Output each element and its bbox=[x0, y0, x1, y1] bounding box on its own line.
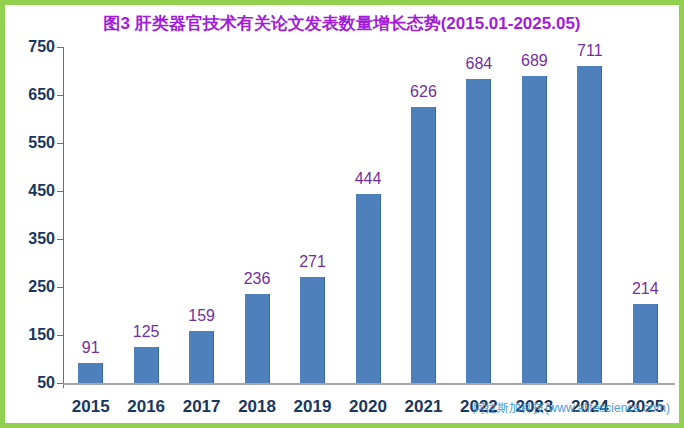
watermark: 阿拉斯加科技(www.alifescience.com) bbox=[473, 400, 670, 417]
y-axis-tick-mark bbox=[57, 191, 63, 192]
chart: 50 150 250 350 450 550 650 750 91 2015 125 2016 159 2… bbox=[5, 5, 684, 428]
bar-2018 bbox=[245, 294, 270, 383]
bar-2019 bbox=[300, 277, 325, 383]
bar-2022 bbox=[466, 79, 491, 383]
y-axis-tick-label: 50 bbox=[9, 374, 55, 392]
y-axis-tick-label: 650 bbox=[9, 86, 55, 104]
value-label-2015: 91 bbox=[61, 339, 121, 357]
x-axis-line bbox=[63, 383, 675, 385]
y-axis-tick-label: 450 bbox=[9, 182, 55, 200]
y-axis-tick-label: 750 bbox=[9, 38, 55, 56]
y-axis-line bbox=[63, 47, 64, 388]
y-axis-tick-label: 550 bbox=[9, 134, 55, 152]
value-label-2016: 125 bbox=[116, 323, 176, 341]
y-axis-tick-mark bbox=[57, 383, 63, 384]
y-axis-tick-label: 250 bbox=[9, 278, 55, 296]
y-axis-tick-label: 150 bbox=[9, 326, 55, 344]
value-label-2017: 159 bbox=[172, 307, 232, 325]
bar-2020 bbox=[356, 194, 381, 383]
x-axis-label-2016: 2016 bbox=[116, 398, 176, 416]
y-axis-tick-label: 350 bbox=[9, 230, 55, 248]
y-axis-tick-mark bbox=[57, 47, 63, 48]
bar-2017 bbox=[189, 331, 214, 383]
value-label-2018: 236 bbox=[227, 270, 287, 288]
x-axis-label-2015: 2015 bbox=[61, 398, 121, 416]
value-label-2021: 626 bbox=[393, 83, 453, 101]
y-axis-tick-mark bbox=[57, 335, 63, 336]
value-label-2020: 444 bbox=[338, 170, 398, 188]
value-label-2019: 271 bbox=[283, 253, 343, 271]
chart-frame: 图3 肝类器官技术有关论文发表数量增长态势(2015.01-2025.05) 5… bbox=[0, 0, 684, 428]
bar-2024 bbox=[577, 66, 602, 383]
x-axis-label-2017: 2017 bbox=[172, 398, 232, 416]
value-label-2025: 214 bbox=[615, 280, 675, 298]
x-axis-label-2019: 2019 bbox=[283, 398, 343, 416]
y-axis-tick-mark bbox=[57, 239, 63, 240]
y-axis-tick-mark bbox=[57, 287, 63, 288]
bar-2015 bbox=[78, 363, 103, 383]
y-axis-tick-mark bbox=[57, 95, 63, 96]
bar-2023 bbox=[522, 76, 547, 383]
value-label-2022: 684 bbox=[449, 55, 509, 73]
x-axis-label-2021: 2021 bbox=[393, 398, 453, 416]
x-axis-label-2018: 2018 bbox=[227, 398, 287, 416]
x-axis-label-2020: 2020 bbox=[338, 398, 398, 416]
y-axis-tick-mark bbox=[57, 143, 63, 144]
bar-2021 bbox=[411, 107, 436, 383]
value-label-2023: 689 bbox=[504, 52, 564, 70]
bar-2025 bbox=[633, 304, 658, 383]
value-label-2024: 711 bbox=[560, 42, 620, 60]
bar-2016 bbox=[134, 347, 159, 383]
